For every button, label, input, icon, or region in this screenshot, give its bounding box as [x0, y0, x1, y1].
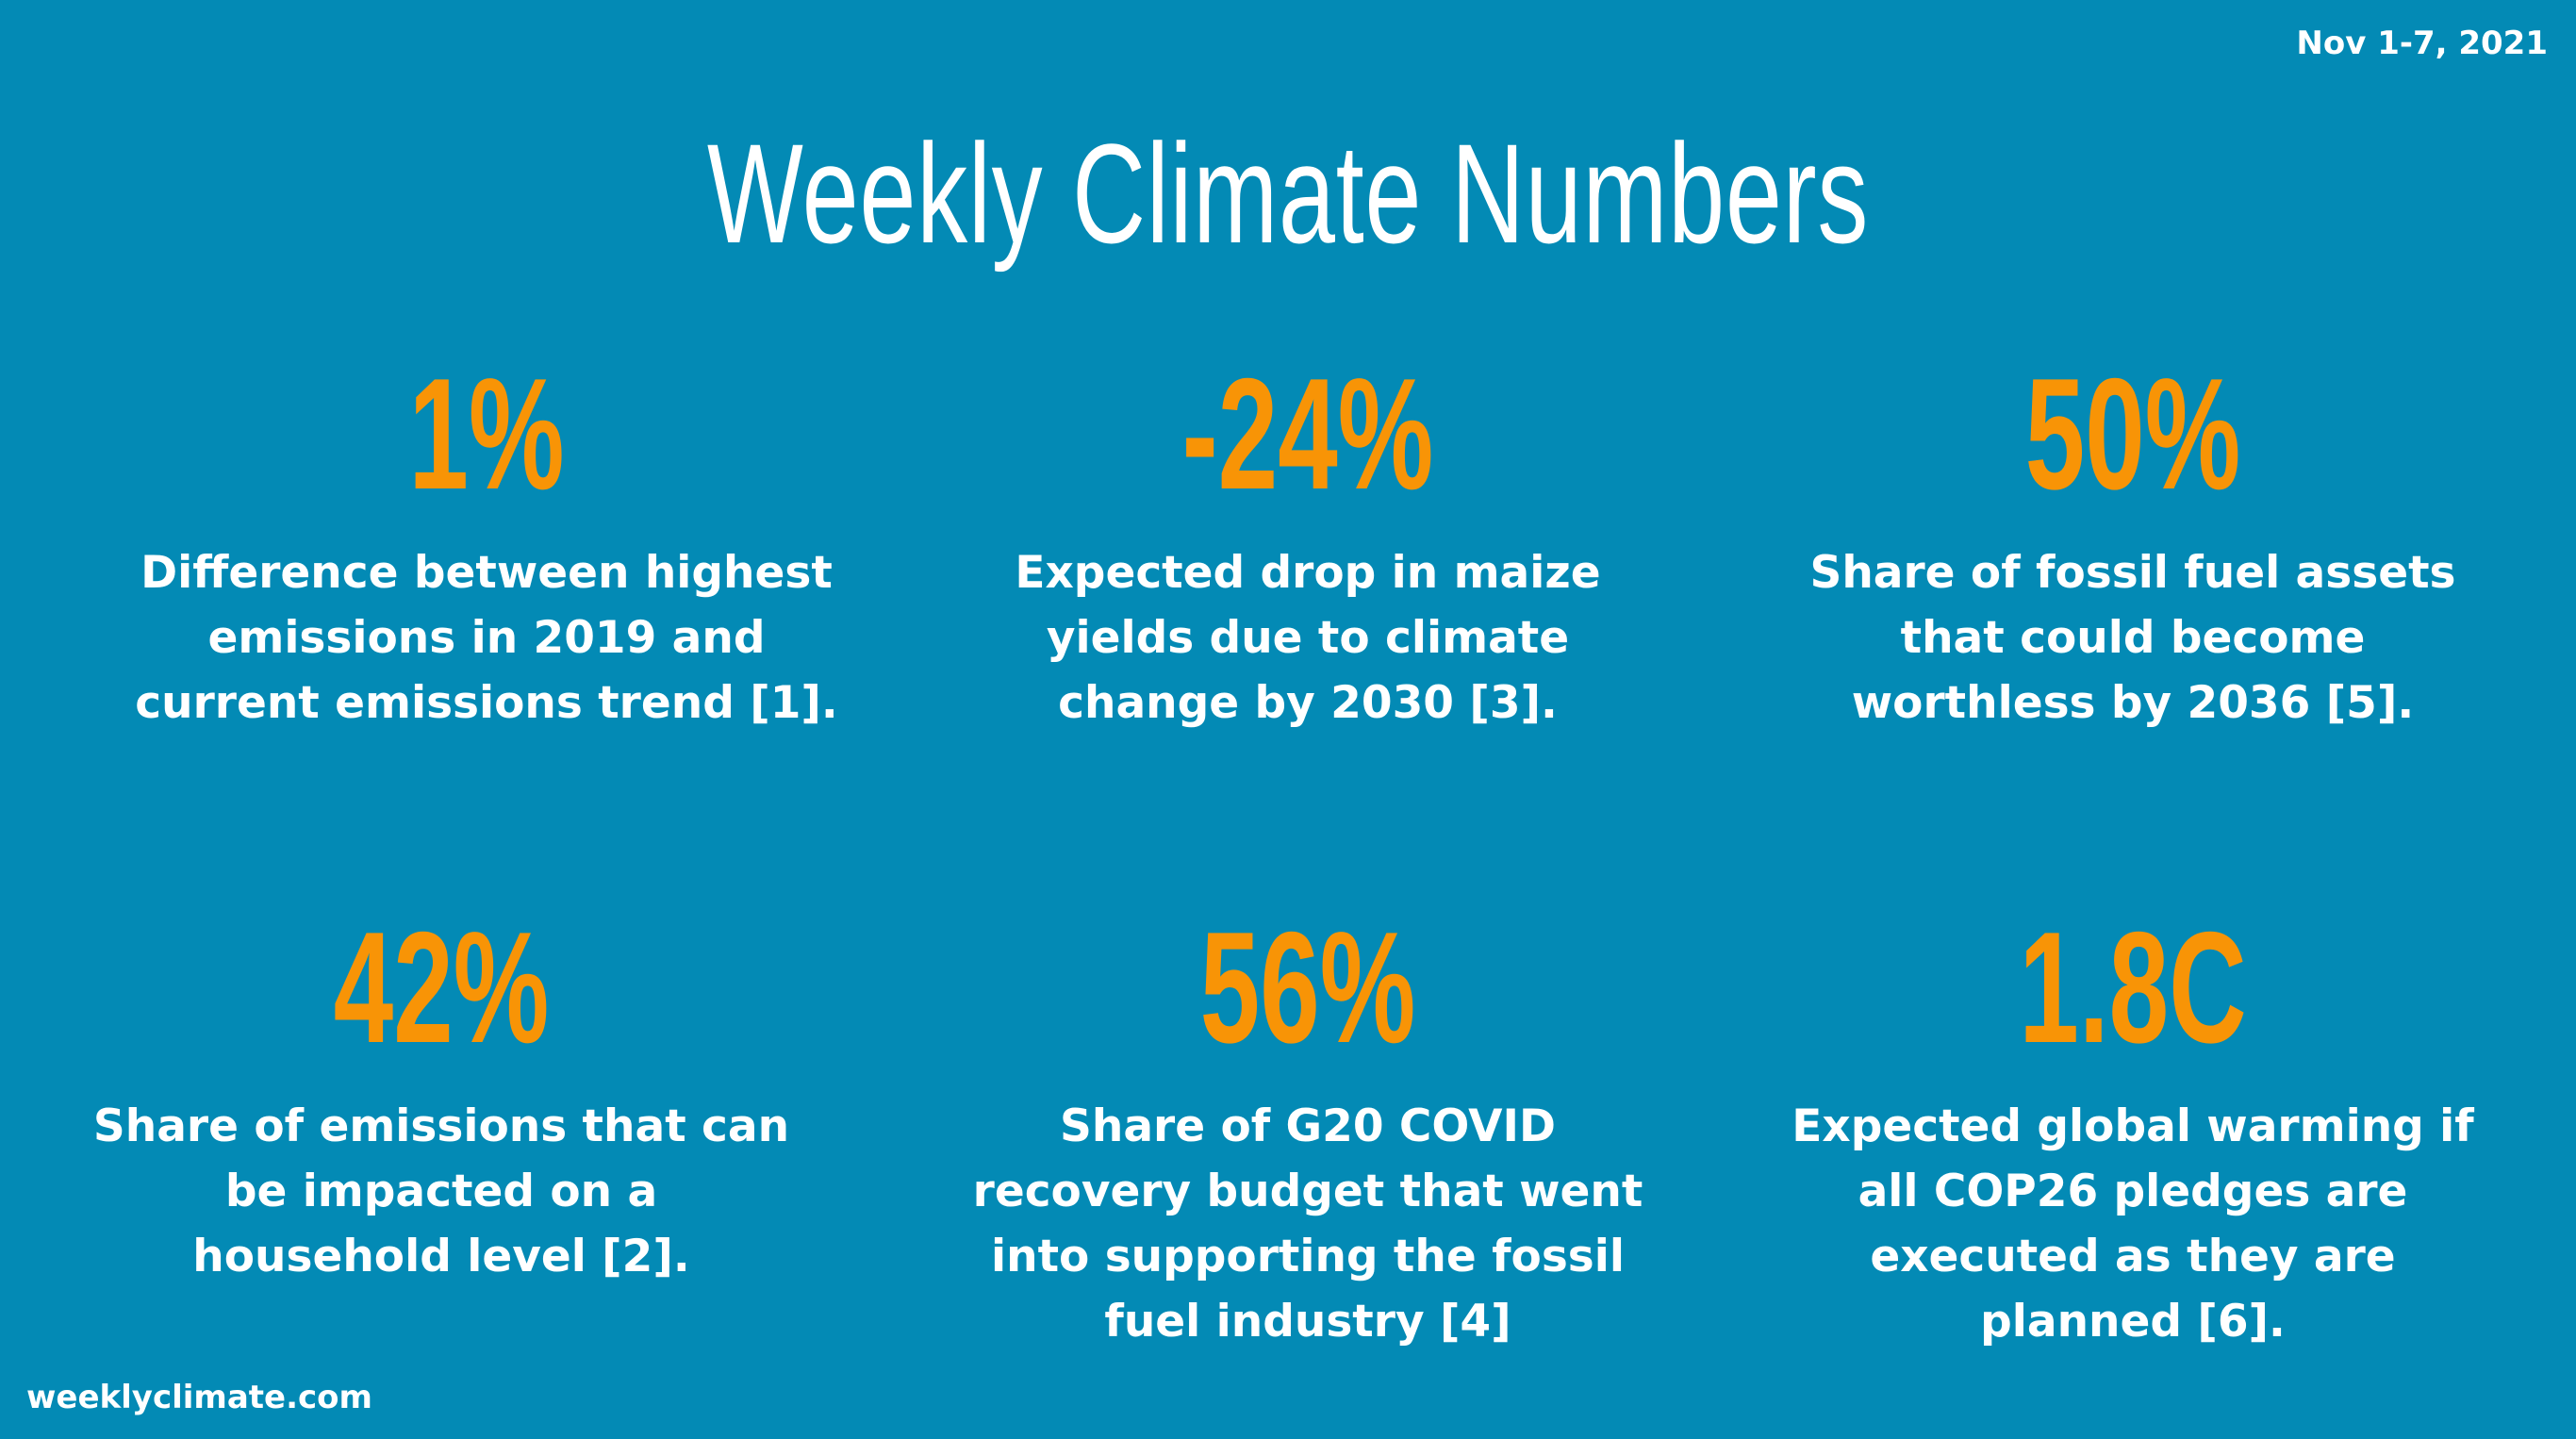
stat-description-line: executed as they are: [1870, 1231, 2396, 1282]
date-label: Nov 1-7, 2021: [2296, 25, 2548, 62]
stat-card-5: 56% Share of G20 COVID recovery budget t…: [902, 907, 1713, 1354]
stat-card-2: -24% Expected drop in maize yields due t…: [902, 354, 1713, 736]
stat-value: -24%: [1181, 345, 1434, 522]
stat-description-line: all COP26 pledges are: [1858, 1166, 2408, 1217]
stat-description: Difference between highest emissions in …: [81, 540, 892, 736]
stat-description-line: change by 2030 [3].: [1058, 677, 1558, 729]
stat-description-line: recovery budget that went: [972, 1166, 1643, 1217]
page-title: Weekly Climate Numbers: [706, 114, 1870, 273]
stat-value: 1.8C: [2019, 899, 2247, 1076]
stat-value: 50%: [2024, 345, 2241, 522]
stat-description-line: Share of fossil fuel assets: [1809, 547, 2456, 599]
stat-card-1: 1% Difference between highest emissions …: [81, 354, 892, 736]
stat-description-line: worthless by 2036 [5].: [1851, 677, 2415, 729]
stat-description-line: Expected drop in maize: [1015, 547, 1601, 599]
stat-card-3: 50% Share of fossil fuel assets that cou…: [1727, 354, 2538, 736]
stat-value: 1%: [408, 345, 565, 522]
stat-description-line: be impacted on a: [224, 1166, 658, 1217]
stat-description-line: Share of G20 COVID: [1060, 1100, 1556, 1152]
stat-description: Share of fossil fuel assets that could b…: [1727, 540, 2538, 736]
stat-description-line: Share of emissions that can: [92, 1100, 790, 1152]
website-link[interactable]: weeklyclimate.com: [26, 1379, 372, 1416]
stat-description-line: into supporting the fossil: [991, 1231, 1625, 1282]
stat-card-4: 42% Share of emissions that can be impac…: [36, 907, 847, 1289]
stat-description: Share of emissions that can be impacted …: [36, 1094, 847, 1289]
stat-description-line: Difference between highest: [140, 547, 833, 599]
stat-description: Share of G20 COVID recovery budget that …: [902, 1094, 1713, 1354]
stat-description-line: Expected global warming if: [1792, 1100, 2474, 1152]
stat-description-line: fuel industry [4]: [1104, 1296, 1511, 1348]
stat-description-line: current emissions trend [1].: [135, 677, 838, 729]
stat-description-line: that could become: [1900, 612, 2366, 664]
stat-value: 42%: [333, 899, 550, 1076]
stat-card-6: 1.8C Expected global warming if all COP2…: [1727, 907, 2538, 1354]
stat-description-line: planned [6].: [1980, 1296, 2286, 1348]
stat-description-line: yields due to climate: [1046, 612, 1570, 664]
stat-description-line: household level [2].: [192, 1231, 690, 1282]
stat-value: 56%: [1199, 899, 1416, 1076]
stat-description: Expected global warming if all COP26 ple…: [1727, 1094, 2538, 1354]
stat-description-line: emissions in 2019 and: [207, 612, 766, 664]
stat-description: Expected drop in maize yields due to cli…: [902, 540, 1713, 736]
